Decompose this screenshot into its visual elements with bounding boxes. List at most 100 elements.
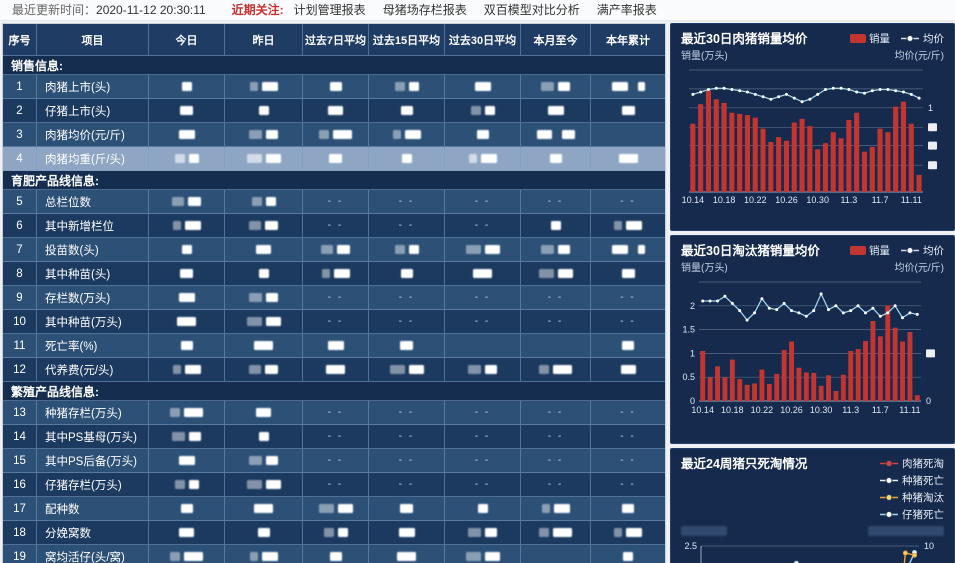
table-row[interactable]: 6 其中新增栏位 - - - - - - [3,214,665,238]
table-row[interactable]: 7 投苗数(头) [3,238,665,262]
redacted-value [549,154,562,163]
report-link[interactable]: 满产率报表 [596,3,657,17]
legend-item[interactable]: 种猪死亡 [879,473,944,488]
legend-item[interactable]: 销量 [850,31,890,46]
row-label: 死亡率(%) [37,334,149,358]
legend-label: 种猪死亡 [902,475,944,487]
data-cell: - - [303,310,369,334]
legend-item[interactable]: 种猪淘汰 [879,490,944,505]
table-row[interactable]: 19 窝均活仔(头/窝) [3,545,665,563]
legend-item[interactable]: 肉猪死淘 [879,456,944,471]
data-cell [149,401,225,425]
table-row[interactable]: 18 分娩窝数 [3,521,665,545]
redacted-value [333,130,352,139]
redacted-value [477,504,488,513]
table-row[interactable]: 15 其中PS后备(万头) - - - - - - - - - - [3,449,665,473]
table-row[interactable]: 12 代养费(元/头) [3,358,665,382]
no-data-dashes: - - [398,407,415,418]
row-label: 种猪存栏(万头) [37,401,149,425]
chart3-legend[interactable]: 肉猪死淘种猪死亡种猪淘汰仔猪死亡 [807,456,944,524]
no-data-dashes: - - [620,292,636,303]
data-cell [591,238,665,262]
redacted-value [558,245,570,254]
no-data-dashes: - - [327,196,344,207]
redacted-value [321,245,333,254]
no-data-dashes: - - [398,455,415,466]
table-row[interactable]: 9 存栏数(万头) - - - - - - - - - - [3,286,665,310]
table-row[interactable]: 16 仔猪存栏(万头) - - - - - - - - - - [3,473,665,497]
table-row[interactable]: 3 肉猪均价(元/斤) [3,123,665,147]
redacted-value [249,130,262,139]
data-cell [149,262,225,286]
redacted-value [337,245,350,254]
redacted-value [618,154,638,163]
data-cell: - - [521,286,591,310]
table-row[interactable]: 14 其中PS基母(万头) - - - - - - - - - - [3,425,665,449]
section-row: 繁殖产品线信息: [3,382,665,401]
row-index: 9 [3,286,37,310]
data-cell [521,238,591,262]
chart2-plot[interactable]: 21.510.50 010.14 10.18 10.22 10.26 10.30 11.3 1… [681,276,945,416]
redacted-value [623,552,633,561]
row-label: 其中新增栏位 [37,214,149,238]
report-link[interactable]: 母猪场存栏报表 [382,3,467,17]
svg-text:10.18: 10.18 [713,195,736,205]
chart1-legend[interactable]: 销量 均价 [840,31,944,48]
chart1-plot[interactable]: 1 10.14 10.18 10.22 10.26 10.30 11.3 11.7 11.11 [681,64,945,206]
data-cell [445,521,521,545]
data-cell [445,147,521,171]
data-cell [149,497,225,521]
no-data-dashes: - - [474,431,491,442]
chart2-title: 最近30日淘汰猪销量均价 [681,244,820,258]
redacted-value [408,245,419,254]
legend-item[interactable]: 仔猪死亡 [879,507,944,522]
redacted-value [404,130,421,139]
redacted-value [539,365,549,374]
redacted-value [180,341,193,350]
table-row[interactable]: 4 肉猪均重(斤/头) [3,147,665,171]
data-cell [149,545,225,563]
table-row[interactable]: 11 死亡率(%) [3,334,665,358]
table-row[interactable]: 1 肉猪上市(头) [3,75,665,99]
redacted-value [188,197,201,206]
report-link[interactable]: 计划管理报表 [293,3,366,17]
table-row[interactable]: 8 其中种苗(头) [3,262,665,286]
table-row[interactable]: 13 种猪存栏(万头) - - - - - - - - - - [3,401,665,425]
redacted-value [180,106,193,115]
chart1-title: 最近30日肉猪销量均价 [681,32,808,46]
chart2-legend[interactable]: 销量 均价 [840,243,944,260]
table-row[interactable]: 5 总栏位数 - - - - - - - - - - [3,190,665,214]
redacted-value [323,528,334,537]
svg-text:10.14: 10.14 [691,405,714,415]
redacted-value [170,552,180,561]
data-cell [303,262,369,286]
row-index: 17 [3,497,37,521]
redacted-value [397,552,416,561]
row-index: 16 [3,473,37,497]
svg-text:1: 1 [928,103,933,113]
bar-swatch-icon [850,246,866,255]
legend-item[interactable]: 均价 [900,243,944,258]
svg-text:11.11: 11.11 [899,405,920,415]
data-cell [149,75,225,99]
table-row[interactable]: 17 配种数 [3,497,665,521]
redacted-value [265,317,281,326]
no-data-dashes: - - [327,407,344,418]
report-link[interactable]: 双百模型对比分析 [483,3,580,17]
data-cell [149,190,225,214]
data-cell [521,147,591,171]
update-time-value: 2020-11-12 20:30:11 [96,3,206,17]
redacted-value [465,245,481,254]
data-cell: - - [445,425,521,449]
table-row[interactable]: 2 仔猪上市(头) [3,99,665,123]
column-header: 昨日 [225,24,303,56]
chart-card-pig-sales: 最近30日肉猪销量均价 销量 均价 销量(万头) 均价(元/斤) 1 10.14 10… [670,23,955,231]
table-row[interactable]: 10 其中种苗(万头) - - - - - - - - - - [3,310,665,334]
legend-item[interactable]: 均价 [900,31,944,46]
data-cell [303,75,369,99]
legend-item[interactable]: 销量 [850,243,890,258]
data-cell [369,99,445,123]
redacted-value [622,504,634,513]
redacted-value [181,82,192,91]
chart3-plot[interactable]: 2.510281.56 [681,540,945,563]
